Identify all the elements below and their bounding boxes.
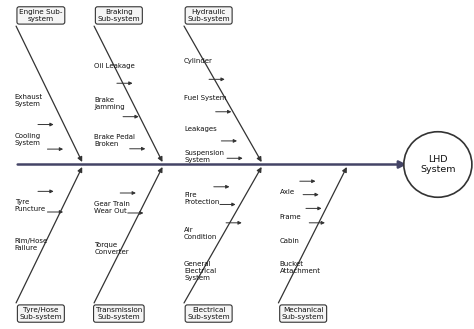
- Text: Exhaust
System: Exhaust System: [15, 94, 43, 107]
- Text: Fuel System: Fuel System: [184, 95, 227, 101]
- Text: Tyre/Hose
Sub-system: Tyre/Hose Sub-system: [19, 307, 62, 320]
- Text: Fire
Protection: Fire Protection: [184, 192, 219, 205]
- Text: Cylinder: Cylinder: [184, 58, 213, 64]
- Text: Mechanical
Sub-system: Mechanical Sub-system: [282, 307, 325, 320]
- Text: Torque
Converter: Torque Converter: [94, 241, 129, 255]
- Text: LHD
System: LHD System: [420, 155, 456, 174]
- Text: Transmission
Sub-system: Transmission Sub-system: [96, 307, 142, 320]
- Text: Cooling
System: Cooling System: [15, 134, 41, 146]
- Text: Rim/Hose
Failure: Rim/Hose Failure: [15, 238, 48, 251]
- Text: Engine Sub-
system: Engine Sub- system: [19, 9, 63, 22]
- Text: Air
Condition: Air Condition: [184, 227, 218, 240]
- Text: Tyre
Puncture: Tyre Puncture: [15, 199, 46, 212]
- Text: Oil Leakage: Oil Leakage: [94, 63, 135, 69]
- Text: Cabin: Cabin: [280, 238, 300, 243]
- Text: Gear Train
Wear Out: Gear Train Wear Out: [94, 201, 130, 214]
- Text: Braking
Sub-system: Braking Sub-system: [98, 9, 140, 22]
- Ellipse shape: [404, 132, 472, 197]
- Text: Brake
Jamming: Brake Jamming: [94, 97, 125, 111]
- Text: Leakages: Leakages: [184, 126, 217, 132]
- Text: Frame: Frame: [280, 214, 301, 220]
- Text: General
Electrical
System: General Electrical System: [184, 261, 216, 281]
- Text: Hydraulic
Sub-system: Hydraulic Sub-system: [187, 9, 230, 22]
- Text: Bucket
Attachment: Bucket Attachment: [280, 261, 320, 274]
- Text: Suspension
System: Suspension System: [184, 150, 224, 164]
- Text: Electrical
Sub-system: Electrical Sub-system: [187, 307, 230, 320]
- Text: Axle: Axle: [280, 190, 295, 195]
- Text: Brake Pedal
Broken: Brake Pedal Broken: [94, 135, 135, 147]
